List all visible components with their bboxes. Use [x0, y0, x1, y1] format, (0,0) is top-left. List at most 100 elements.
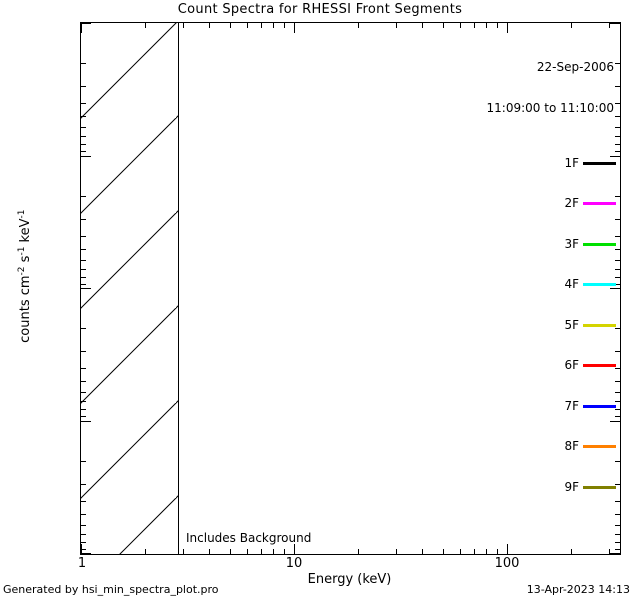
- x-tick-minor: [183, 549, 184, 554]
- y-tick-minor: [81, 514, 86, 515]
- x-tick-minor-top: [358, 23, 359, 28]
- legend-color-swatch: [583, 323, 616, 327]
- legend-color-swatch: [583, 364, 616, 368]
- x-tick-major-top: [81, 23, 82, 33]
- x-tick-minor: [247, 549, 248, 554]
- y-tick-minor: [81, 269, 86, 270]
- x-tick-major: [294, 544, 295, 554]
- plot-frame: Includes Background Att A0, FDecim 1: [80, 22, 621, 555]
- x-tick-minor-top: [284, 23, 285, 28]
- x-tick-minor: [209, 549, 210, 554]
- y-tick-minor-right: [615, 151, 620, 152]
- x-tick-label: 1: [77, 556, 87, 571]
- legend-item-7f[interactable]: 7F: [487, 399, 616, 414]
- y-tick-major: [81, 288, 91, 289]
- y-tick-minor-right: [615, 236, 620, 237]
- legend-item-5f[interactable]: 5F: [487, 318, 616, 333]
- legend-time-range: 11:09:00 to 11:10:00: [486, 100, 614, 115]
- y-tick-minor: [81, 116, 86, 117]
- legend-item-2f[interactable]: 2F: [487, 196, 616, 211]
- x-tick-minor: [460, 549, 461, 554]
- y-tick-minor: [81, 249, 86, 250]
- y-tick-minor: [81, 236, 86, 237]
- x-tick-minor: [396, 549, 397, 554]
- y-tick-minor-right: [615, 368, 620, 369]
- legend-color-swatch: [583, 445, 616, 449]
- y-tick-minor-right: [615, 484, 620, 485]
- x-tick-minor-top: [497, 23, 498, 28]
- y-tick-minor-right: [615, 514, 620, 515]
- y-tick-minor: [81, 501, 86, 502]
- y-tick-major-right: [610, 553, 620, 554]
- excluded-band-edge: [178, 23, 179, 554]
- legend-color-swatch: [583, 404, 616, 408]
- x-axis-title: Energy (keV): [307, 572, 392, 587]
- y-tick-major-right: [610, 288, 620, 289]
- y-tick-minor: [81, 86, 86, 87]
- y-tick-minor: [81, 484, 86, 485]
- y-tick-major: [81, 421, 91, 422]
- y-tick-minor-right: [615, 392, 620, 393]
- x-tick-minor: [474, 549, 475, 554]
- legend-label: 8F: [564, 439, 579, 453]
- x-tick-minor-top: [261, 23, 262, 28]
- legend-color-swatch: [583, 283, 616, 287]
- y-tick-minor-right: [615, 416, 620, 417]
- legend-label: 1F: [564, 155, 579, 170]
- y-tick-minor: [81, 284, 86, 285]
- y-tick-minor: [81, 328, 86, 329]
- y-tick-minor-right: [615, 260, 620, 261]
- legend-item-4f[interactable]: 4F: [487, 277, 616, 292]
- footer-generator-text: Generated by hsi_min_spectra_plot.pro: [3, 583, 219, 596]
- x-tick-minor-top: [247, 23, 248, 28]
- x-tick-minor-top: [273, 23, 274, 28]
- legend-label: 2F: [564, 196, 579, 210]
- y-tick-minor: [81, 144, 86, 145]
- y-tick-major: [81, 156, 91, 157]
- y-tick-minor-right: [615, 277, 620, 278]
- x-tick-major-top: [294, 23, 295, 33]
- y-tick-minor: [81, 542, 86, 543]
- x-tick-minor: [571, 549, 572, 554]
- x-tick-label: 100: [494, 556, 520, 571]
- y-tick-minor-right: [615, 409, 620, 410]
- x-tick-minor: [422, 549, 423, 554]
- legend: 22-Sep-2006 11:09:00 to 11:10:00 1F 2F 3…: [487, 34, 616, 508]
- y-tick-minor: [81, 127, 86, 128]
- x-tick-minor-top: [230, 23, 231, 28]
- footer-timestamp: 13-Apr-2023 14:13: [526, 583, 630, 596]
- y-tick-minor-right: [615, 461, 620, 462]
- legend-color-swatch: [583, 202, 616, 206]
- x-tick-major: [507, 544, 508, 554]
- x-tick-minor-top: [571, 23, 572, 28]
- legend-item-6f[interactable]: 6F: [487, 358, 616, 373]
- y-tick-minor-right: [615, 63, 620, 64]
- x-tick-minor: [284, 549, 285, 554]
- x-tick-minor: [358, 549, 359, 554]
- y-tick-minor-right: [615, 525, 620, 526]
- legend-item-3f[interactable]: 3F: [487, 237, 616, 252]
- y-tick-major: [81, 23, 91, 24]
- legend-item-8f[interactable]: 8F: [487, 439, 616, 454]
- y-tick-minor-right: [615, 328, 620, 329]
- y-tick-minor: [81, 392, 86, 393]
- legend-color-swatch: [583, 485, 616, 489]
- y-tick-minor: [81, 277, 86, 278]
- legend-date: 22-Sep-2006: [536, 60, 614, 74]
- x-tick-minor-top: [209, 23, 210, 28]
- x-tick-minor-top: [183, 23, 184, 28]
- y-tick-minor-right: [615, 196, 620, 197]
- x-tick-minor-top: [145, 23, 146, 28]
- legend-item-9f[interactable]: 9F: [487, 480, 616, 495]
- y-tick-minor-right: [615, 501, 620, 502]
- legend-item-1f[interactable]: 1F: [487, 155, 616, 171]
- y-tick-minor: [81, 196, 86, 197]
- y-tick-minor-right: [615, 542, 620, 543]
- plot-annotations: Includes Background Att A0, FDecim 1: [186, 506, 311, 554]
- x-tick-minor-top: [443, 23, 444, 28]
- x-tick-minor: [486, 549, 487, 554]
- y-tick-major: [81, 553, 91, 554]
- x-tick-major-top: [507, 23, 508, 33]
- y-tick-minor-right: [615, 534, 620, 535]
- x-tick-minor: [261, 549, 262, 554]
